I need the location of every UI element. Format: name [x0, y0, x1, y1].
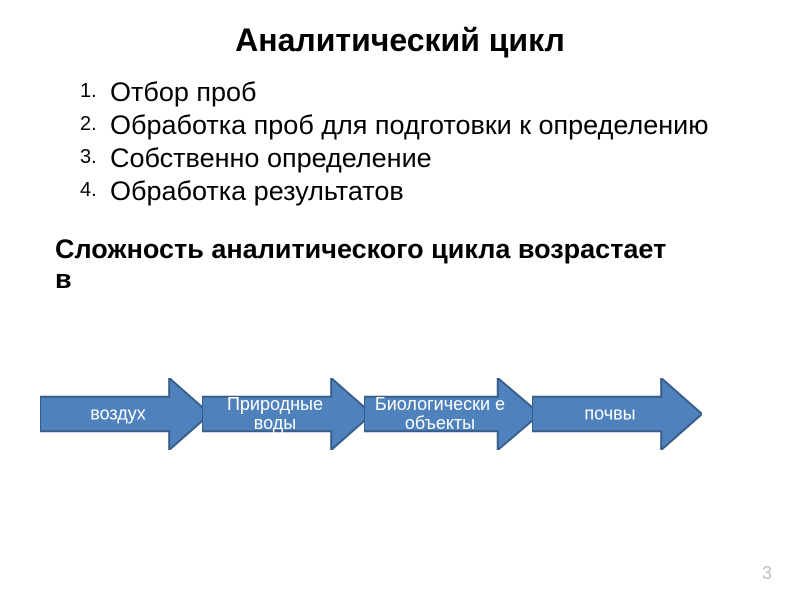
ordered-list: 1. Отбор проб 2. Обработка проб для подг…: [0, 77, 800, 207]
arrow-step: почвы: [532, 378, 702, 450]
list-text: Обработка результатов: [110, 176, 404, 207]
list-item: 1. Отбор проб: [80, 77, 760, 108]
list-number: 4.: [80, 176, 110, 202]
complexity-text: Сложность аналитического цикла возрастае…: [0, 235, 800, 294]
arrow-icon: [364, 378, 540, 450]
arrow-flow: воздухПриродные водыБиологически е объек…: [40, 378, 702, 450]
arrow-step: Биологически е объекты: [364, 378, 540, 450]
list-number: 2.: [80, 110, 110, 136]
list-item: 2. Обработка проб для подготовки к опред…: [80, 110, 760, 141]
list-text: Отбор проб: [110, 77, 256, 108]
slide-title: Аналитический цикл: [0, 0, 800, 77]
list-item: 3. Собственно определение: [80, 143, 760, 174]
arrow-icon: [40, 378, 210, 450]
arrow-step: Природные воды: [202, 378, 372, 450]
list-item: 4. Обработка результатов: [80, 176, 760, 207]
list-text: Обработка проб для подготовки к определе…: [110, 110, 709, 141]
arrow-icon: [532, 378, 702, 450]
list-number: 3.: [80, 143, 110, 169]
list-text: Собственно определение: [110, 143, 432, 174]
list-number: 1.: [80, 77, 110, 103]
page-number: 3: [762, 563, 772, 584]
arrow-icon: [202, 378, 372, 450]
subtext-line1: Сложность аналитического цикла возрастае…: [55, 234, 666, 264]
arrow-step: воздух: [40, 378, 210, 450]
subtext-line2: в: [55, 264, 72, 294]
